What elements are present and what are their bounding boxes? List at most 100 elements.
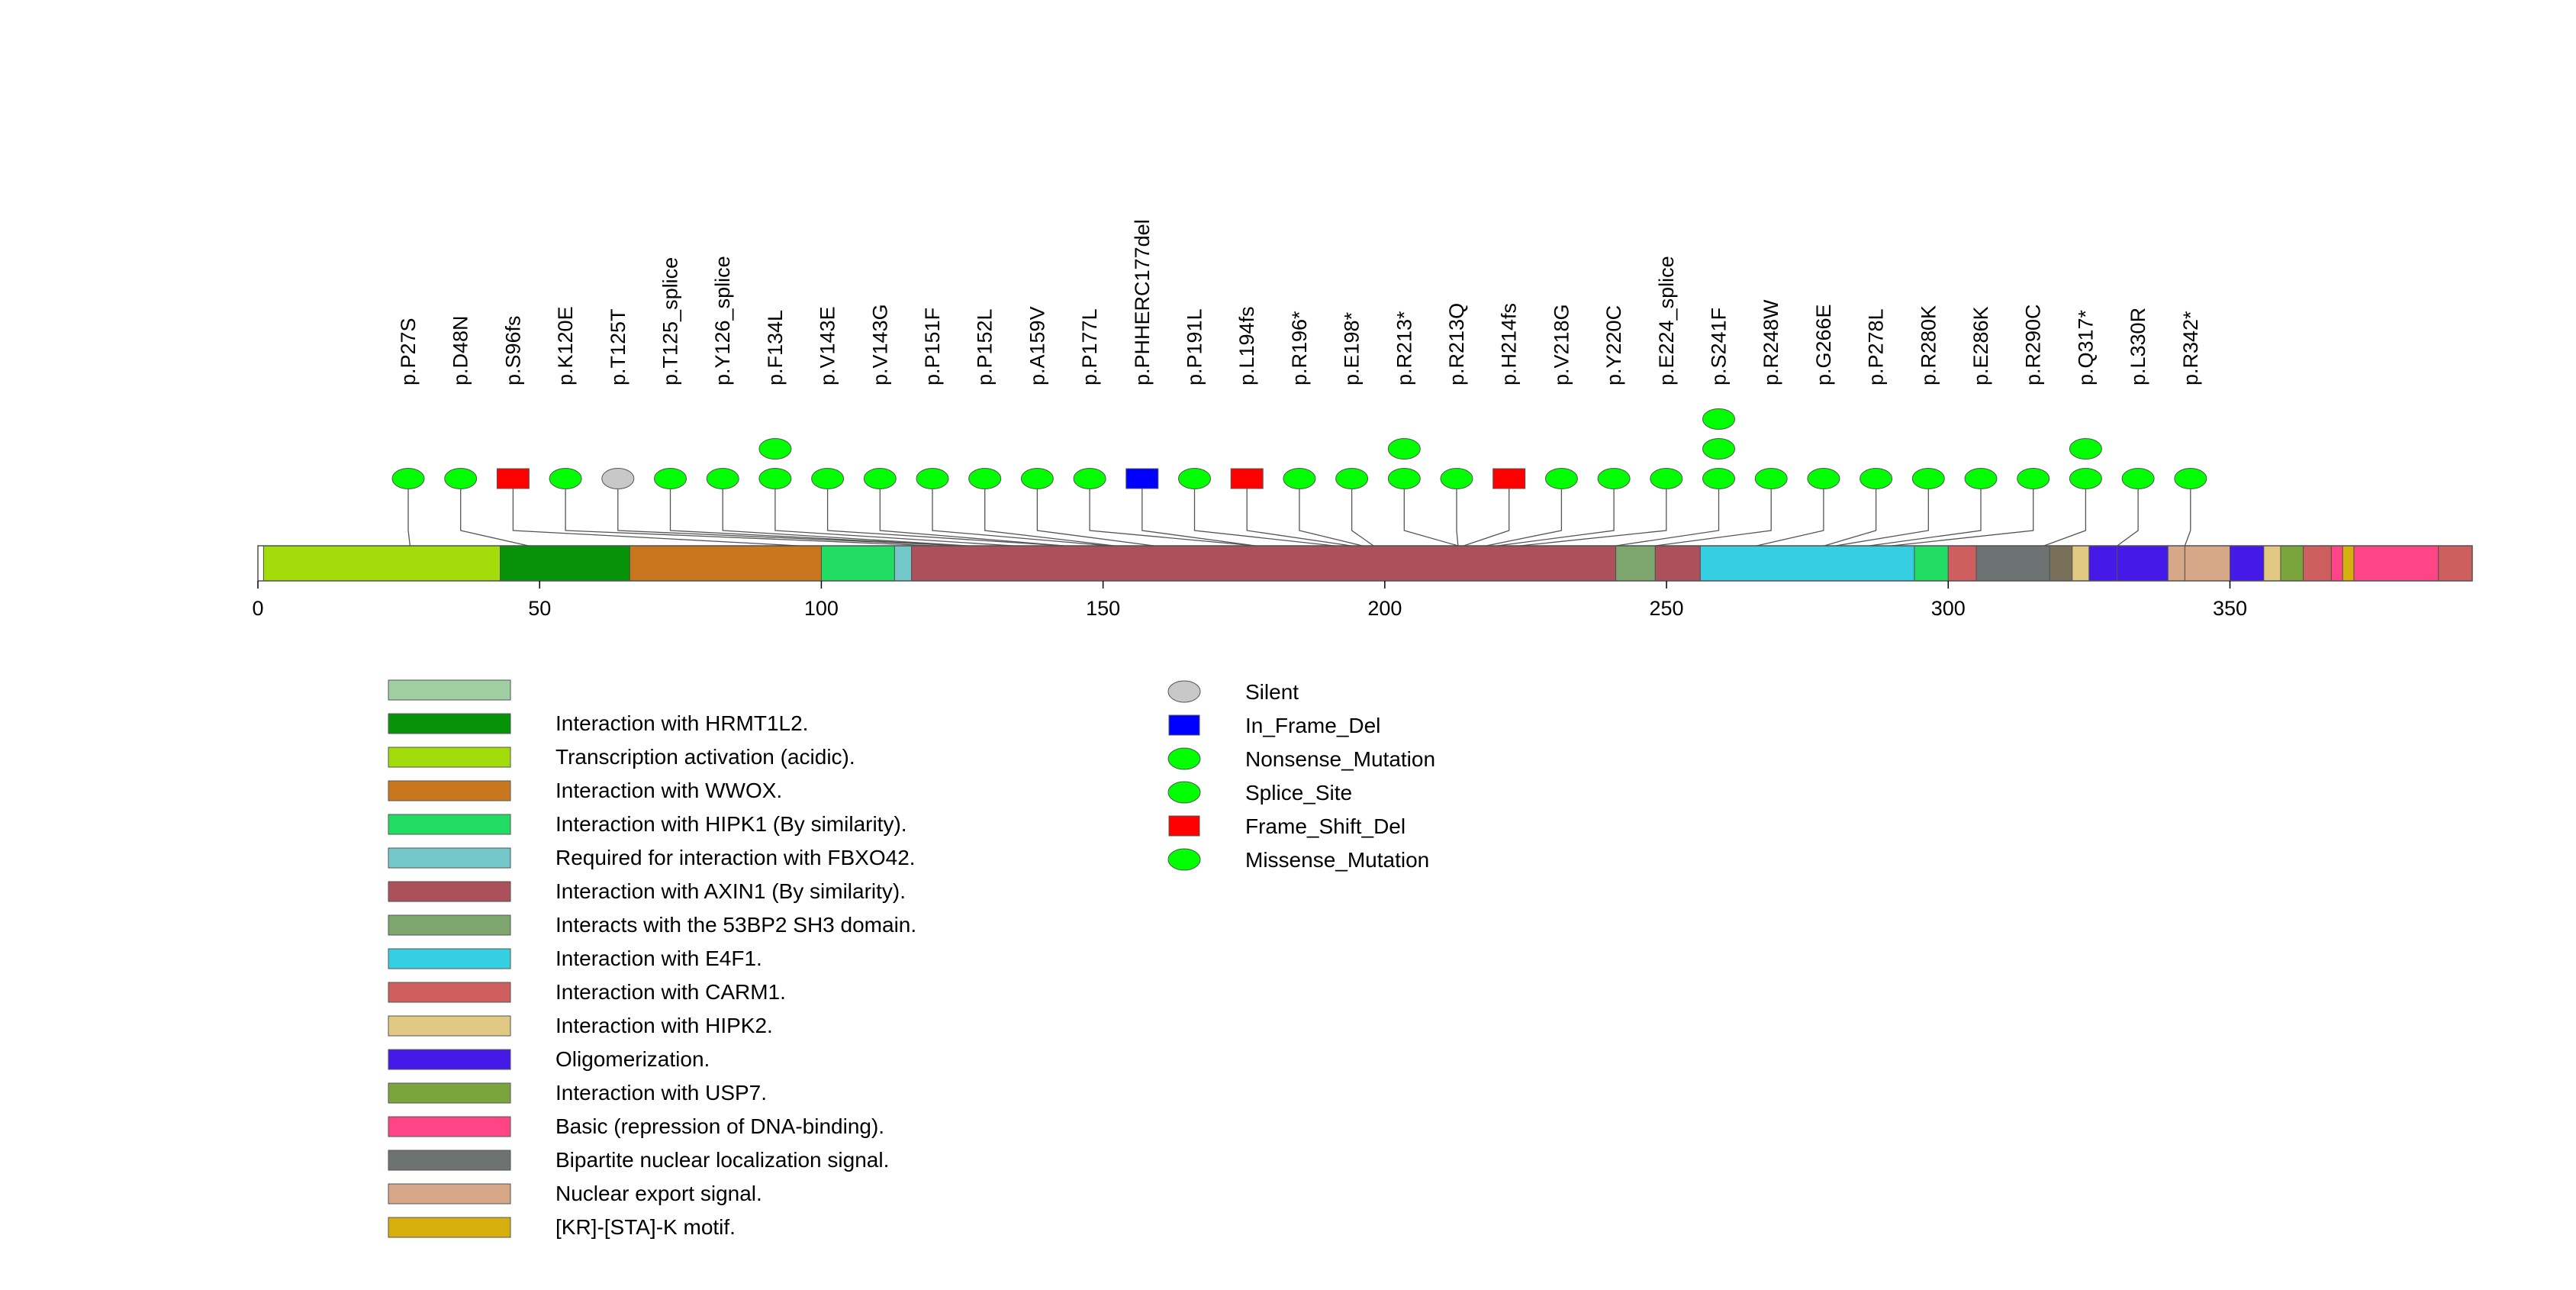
domain-segment: [262, 545, 501, 582]
mutation-legend-swatch: [1167, 747, 1201, 770]
domain-legend-label: Interaction with HIPK2.: [555, 1014, 773, 1037]
mutation-marker: [1230, 468, 1264, 489]
domain-legend-label: Interaction with WWOX.: [555, 779, 782, 802]
domain-segment: [1615, 545, 1656, 582]
domain-legend-label: Required for interaction with FBXO42.: [555, 846, 916, 869]
mutation-marker: [2121, 468, 2155, 489]
mutation-marker: [1544, 468, 1578, 489]
mutation-label: p.P177L: [1078, 308, 1101, 385]
mutation-markers: [391, 408, 2207, 489]
mutation-label: p.T125T: [607, 308, 630, 385]
domain-legend-label: Interaction with HIPK1 (By similarity).: [555, 812, 907, 836]
mutation-label: p.L330R: [2127, 308, 2149, 385]
mutation-connector: [1615, 479, 1720, 547]
mutation-marker: [2174, 468, 2207, 489]
domain-segment: [2302, 545, 2332, 582]
mutation-connector: [879, 479, 1064, 547]
mutation-label: p.Y126_splice: [711, 256, 734, 385]
mutation-connector: [984, 479, 1115, 547]
mutation-label: p.E286K: [1969, 306, 1992, 385]
domain-legend-label: Nuclear export signal.: [555, 1182, 762, 1205]
mutation-labels: p.P27S p.D48N p.S96fs p.K120E p.T125T p.T125_…: [397, 219, 2202, 385]
domain-legend-swatch: [388, 713, 511, 734]
mutation-connector: [1351, 479, 1374, 547]
domain-legend-swatch: [388, 814, 511, 835]
domain-legend-swatch: [388, 1150, 511, 1171]
mutation-connector: [2043, 479, 2087, 547]
mutation-marker: [654, 468, 687, 489]
mutation-label: p.P27S: [397, 318, 420, 385]
mutation-legend-swatch: [1168, 714, 1200, 736]
mutation-marker: [1492, 468, 1526, 489]
axis-tick-label: 250: [1650, 597, 1684, 620]
mutation-marker: [1283, 468, 1316, 489]
mutation-marker: [758, 438, 792, 460]
mutation-connector: [512, 479, 799, 547]
mutation-marker: [1702, 408, 1735, 430]
mutation-connector: [1463, 479, 1510, 547]
domain-segment: [629, 545, 822, 582]
domain-segment: [1947, 545, 1977, 582]
mutation-label: p.PHHERC177del: [1131, 219, 1154, 385]
mutation-label: p.P191L: [1183, 308, 1206, 385]
mutation-connector: [1497, 479, 1615, 547]
protein-backbone: [257, 545, 2473, 582]
domain-segment: [1654, 545, 1701, 582]
mutation-label: p.P151F: [921, 308, 944, 385]
mutation-label: p.P278L: [1865, 308, 1888, 385]
mutation-label: p.T125_splice: [659, 257, 682, 385]
domain-legend-swatch: [388, 1217, 511, 1238]
mutation-legend-label: Frame_Shift_Del: [1245, 814, 1406, 838]
domain-segment: [2353, 545, 2439, 582]
domain-legend-swatch: [388, 982, 511, 1003]
mutation-connector: [669, 479, 963, 547]
domain-legend-swatch: [388, 1049, 511, 1070]
mutation-marker: [496, 468, 530, 489]
mutation-marker: [2069, 438, 2102, 460]
mutation-marker: [601, 468, 635, 489]
domain-segment: [1914, 545, 1949, 582]
domain-segment: [2184, 545, 2230, 582]
mutation-connector: [1246, 479, 1351, 547]
mutation-marker: [2069, 468, 2102, 489]
mutation-marker: [1754, 468, 1788, 489]
domain-legend-swatch: [388, 948, 511, 969]
domain-segment: [2342, 545, 2355, 582]
domain-legend-swatch: [388, 881, 511, 902]
domain-segment: [2330, 545, 2343, 582]
connector-lines: [407, 479, 2191, 547]
mutation-marker: [1387, 468, 1421, 489]
position-axis: 0 50 100 150 200 250 300 350: [252, 581, 2247, 620]
domain-legend-swatch: [388, 1183, 511, 1205]
mutation-connector: [460, 479, 529, 547]
mutation-legend-label: Silent: [1245, 680, 1299, 704]
mutation-label: p.R290C: [2022, 304, 2045, 385]
mutation-marker: [391, 468, 425, 489]
domain-segment: [500, 545, 630, 582]
mutation-connector: [774, 479, 1013, 547]
mutation-connector: [1456, 479, 1459, 547]
mutation-label: p.R213Q: [1445, 303, 1468, 385]
mutation-label: p.S96fs: [501, 315, 524, 385]
domain-segment: [911, 545, 1617, 582]
mutation-label: p.R213*: [1393, 311, 1415, 385]
mutation-connector: [1486, 479, 1563, 547]
mutation-legend-swatch: [1167, 781, 1201, 804]
mutation-label: p.R280K: [1917, 305, 1940, 385]
domain-legend-label: Interaction with E4F1.: [555, 947, 762, 970]
mutation-connector: [1193, 479, 1335, 547]
domain-segment: [820, 545, 895, 582]
domain-legend-label: Basic (repression of DNA-binding).: [555, 1114, 884, 1138]
mutation-marker: [1440, 468, 1473, 489]
domain-legend-swatch: [388, 1082, 511, 1104]
mutation-marker: [1911, 468, 1945, 489]
mutation-connector: [407, 479, 411, 547]
mutation-marker: [1125, 468, 1159, 489]
domain-legend-label: Oligomerization.: [555, 1047, 710, 1071]
mutation-connector: [1655, 479, 1772, 547]
axis-tick-label: 200: [1367, 597, 1402, 620]
mutation-label: p.V218G: [1550, 304, 1573, 385]
mutation-label: p.R248W: [1760, 299, 1782, 385]
mutation-marker: [758, 468, 792, 489]
mutation-label: p.Q317*: [2074, 309, 2097, 385]
